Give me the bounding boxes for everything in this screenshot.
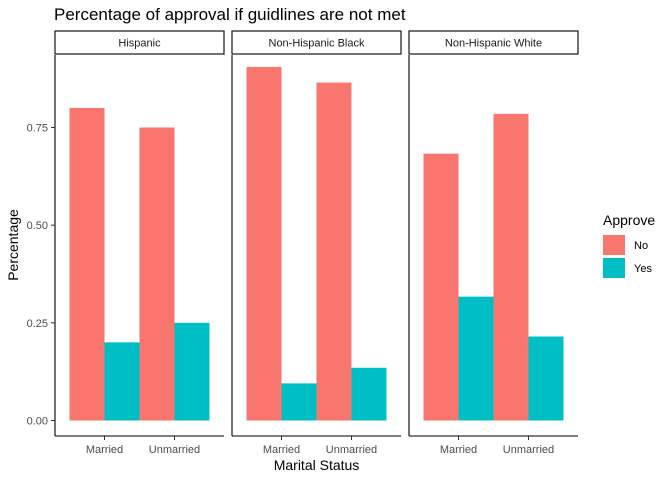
bar-no (246, 66, 282, 421)
facet-panel: Non-Hispanic Black Married Unmarried (231, 30, 402, 456)
bar-no (316, 82, 352, 421)
y-axis: 0.00 0.25 0.50 0.75 (27, 123, 55, 428)
bar-yes (281, 383, 317, 421)
facet-panel: Hispanic Married Unmarried (54, 30, 225, 456)
legend-label: Yes (634, 263, 652, 275)
bar-no (493, 113, 529, 421)
facet-strip (54, 30, 225, 55)
legend: Approve No Yes (603, 212, 655, 278)
x-axis-title: Marital Status (274, 457, 360, 473)
chart-title: Percentage of approval if guidlines are … (54, 5, 406, 24)
x-tick-label: Unmarried (149, 444, 200, 456)
facet-strip (408, 30, 579, 55)
facet-strip-label: Non-Hispanic White (445, 38, 542, 50)
y-tick-label: 0.25 (27, 318, 48, 330)
x-tick-label: Unmarried (326, 444, 377, 456)
y-tick-label: 0.75 (27, 123, 48, 135)
facet-strip-label: Hispanic (118, 38, 161, 50)
facet-strip-label: Non-Hispanic Black (269, 38, 365, 50)
y-tick-label: 0.50 (27, 220, 48, 232)
legend-title: Approve (603, 212, 655, 228)
x-tick-label: Married (263, 444, 300, 456)
y-tick-label: 0.00 (27, 416, 48, 428)
bar-yes (104, 342, 140, 421)
bar-yes (174, 322, 210, 421)
x-tick-label: Married (440, 444, 477, 456)
facet-strip (231, 30, 402, 55)
x-tick-label: Married (86, 444, 123, 456)
bar-no (423, 153, 459, 421)
legend-label: No (634, 240, 648, 252)
bar-no (69, 107, 105, 421)
bar-yes (458, 296, 494, 421)
bar-yes (351, 367, 387, 421)
y-axis-title: Percentage (5, 209, 21, 281)
legend-key-no (603, 235, 625, 255)
legend-key-yes (603, 258, 625, 278)
bar-yes (528, 336, 564, 421)
x-tick-label: Unmarried (503, 444, 554, 456)
facet-panel: Non-Hispanic White Married Unmarried (408, 30, 579, 456)
bar-no (139, 127, 175, 421)
